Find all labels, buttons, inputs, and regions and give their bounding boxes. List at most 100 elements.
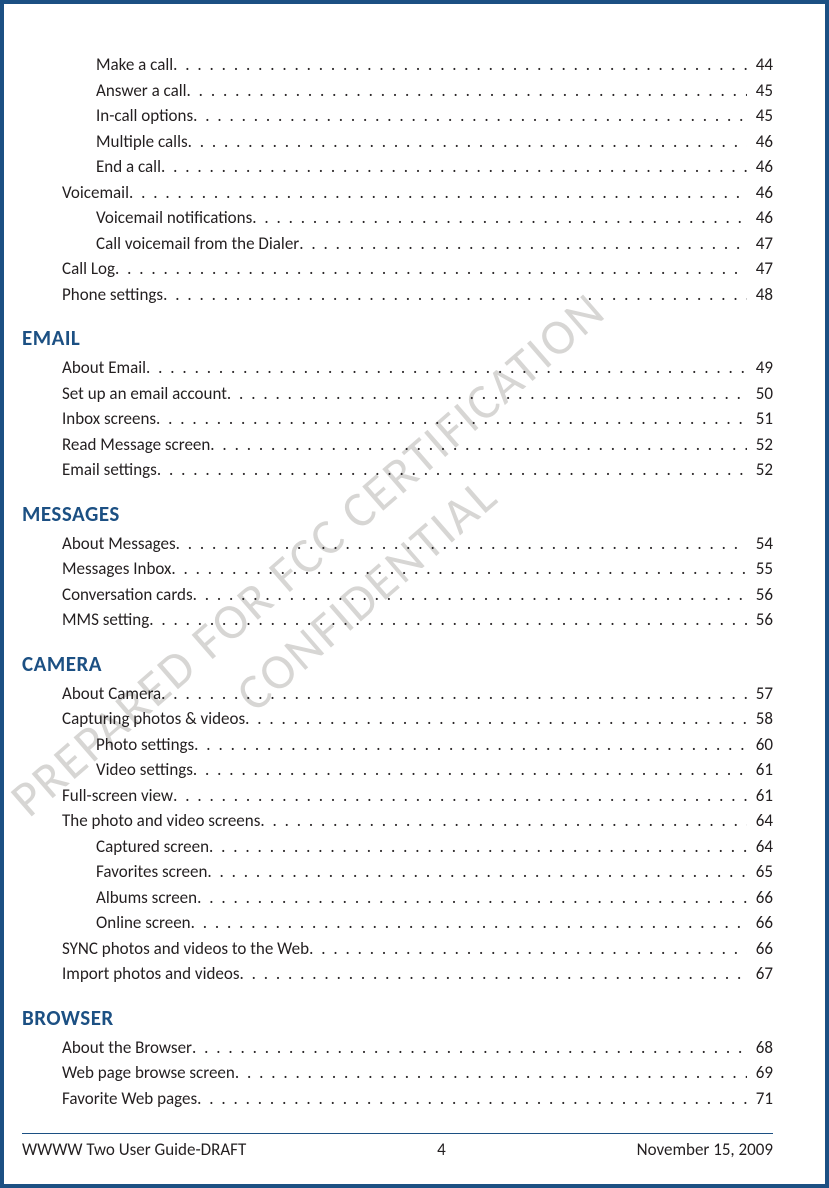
toc-entry-label: End a call (96, 154, 161, 180)
toc-entry-label: Call Log (62, 256, 115, 282)
toc-entry: About the Browser68 (22, 1035, 773, 1061)
toc-dot-leader (115, 256, 747, 282)
toc-entry-page: 66 (747, 885, 773, 911)
toc-entry-label: Phone settings (62, 282, 163, 308)
toc-entry-label: About the Browser (62, 1035, 192, 1061)
toc-entry-label: MMS setting (62, 607, 149, 633)
toc-dot-leader (191, 910, 747, 936)
toc-dot-leader (149, 607, 747, 633)
toc-dot-leader (193, 582, 747, 608)
toc-entry: Set up an email account50 (22, 381, 773, 407)
toc-dot-leader (171, 556, 747, 582)
toc-dot-leader (173, 52, 747, 78)
toc-entry-page: 45 (747, 78, 773, 104)
toc-entry: Make a call 44 (22, 52, 773, 78)
toc-entry-page: 71 (747, 1086, 773, 1112)
toc-entry: Web page browse screen 69 (22, 1060, 773, 1086)
toc-entry-page: 58 (747, 706, 773, 732)
toc-entry-label: About Messages (62, 531, 176, 557)
toc-entry-page: 64 (747, 808, 773, 834)
toc-entry-label: Video settings (96, 757, 193, 783)
toc-entry: Albums screen66 (22, 885, 773, 911)
toc-entry-page: 46 (747, 154, 773, 180)
toc-entry-label: Multiple calls (96, 129, 188, 155)
toc-dot-leader (163, 282, 747, 308)
toc-entry: MMS setting56 (22, 607, 773, 633)
toc-entry-label: Read Message screen (62, 432, 210, 458)
toc-section-heading: BROWSER (22, 1005, 773, 1031)
toc-dot-leader (209, 834, 747, 860)
toc-entry: Captured screen64 (22, 834, 773, 860)
toc-entry-page: 60 (747, 732, 773, 758)
toc-entry-page: 55 (747, 556, 773, 582)
toc-entry-label: About Camera (62, 681, 161, 707)
toc-entry: Video settings 61 (22, 757, 773, 783)
toc-dot-leader (309, 936, 747, 962)
toc-entry: About Camera 57 (22, 681, 773, 707)
toc-entry: The photo and video screens 64 (22, 808, 773, 834)
toc-entry: In-call options45 (22, 103, 773, 129)
toc-entry-label: Full-screen view (62, 783, 173, 809)
toc-entry: About Email49 (22, 355, 773, 381)
toc-entry-page: 52 (747, 457, 773, 483)
toc-entry-page: 56 (747, 582, 773, 608)
toc-entry: Full-screen view 61 (22, 783, 773, 809)
toc-entry-page: 65 (747, 859, 773, 885)
toc-entry: Phone settings48 (22, 282, 773, 308)
toc-entry-page: 69 (747, 1060, 773, 1086)
toc-entry-page: 64 (747, 834, 773, 860)
page-container: PREPARED FOR FCC CERTIFICATIONCONFIDENTI… (4, 4, 825, 1184)
toc-entry-label: Favorite Web pages (62, 1086, 197, 1112)
toc-entry-page: 52 (747, 432, 773, 458)
toc-entry-page: 66 (747, 910, 773, 936)
table-of-contents: Make a call 44Answer a call45In-call opti… (22, 52, 773, 1111)
toc-entry: Answer a call45 (22, 78, 773, 104)
toc-entry-label: Voicemail (62, 180, 129, 206)
footer-page-number: 4 (437, 1139, 446, 1160)
toc-dot-leader (129, 180, 747, 206)
toc-entry-page: 44 (747, 52, 773, 78)
toc-dot-leader (194, 732, 747, 758)
toc-dot-leader (227, 381, 747, 407)
toc-dot-leader (210, 432, 747, 458)
toc-dot-leader (146, 355, 747, 381)
toc-entry-label: Call voicemail from the Dialer (96, 231, 299, 257)
toc-entry-page: 47 (747, 256, 773, 282)
toc-entry-page: 51 (747, 406, 773, 432)
toc-entry-page: 47 (747, 231, 773, 257)
toc-entry-page: 61 (747, 757, 773, 783)
toc-dot-leader (252, 205, 747, 231)
toc-entry-page: 57 (747, 681, 773, 707)
toc-entry: Call Log 47 (22, 256, 773, 282)
toc-entry-page: 61 (747, 783, 773, 809)
footer-rule (22, 1133, 773, 1134)
toc-entry: Messages Inbox55 (22, 556, 773, 582)
toc-section-heading: CAMERA (22, 651, 773, 677)
toc-dot-leader (239, 961, 747, 987)
toc-entry: Voicemail notifications46 (22, 205, 773, 231)
footer-left-text: WWWW Two User Guide-DRAFT (22, 1139, 246, 1160)
toc-entry: Photo settings60 (22, 732, 773, 758)
toc-entry-label: Make a call (96, 52, 173, 78)
toc-dot-leader (235, 1060, 747, 1086)
toc-entry-label: SYNC photos and videos to the Web (62, 936, 309, 962)
toc-entry-label: Capturing photos & videos (62, 706, 245, 732)
toc-entry: Email settings 52 (22, 457, 773, 483)
toc-entry: Import photos and videos67 (22, 961, 773, 987)
toc-entry-label: Favorites screen (96, 859, 207, 885)
toc-entry-label: Web page browse screen (62, 1060, 235, 1086)
toc-dot-leader (192, 1035, 747, 1061)
toc-dot-leader (299, 231, 747, 257)
toc-dot-leader (260, 808, 747, 834)
toc-entry-label: Online screen (96, 910, 191, 936)
toc-entry: Favorites screen 65 (22, 859, 773, 885)
toc-entry-label: Email settings (62, 457, 157, 483)
toc-dot-leader (161, 681, 747, 707)
toc-entry-page: 46 (747, 205, 773, 231)
toc-entry-label: The photo and video screens (62, 808, 260, 834)
toc-dot-leader (161, 154, 747, 180)
toc-entry-label: Import photos and videos (62, 961, 239, 987)
toc-entry-label: Set up an email account (62, 381, 227, 407)
toc-entry: Call voicemail from the Dialer 47 (22, 231, 773, 257)
toc-entry-label: About Email (62, 355, 146, 381)
